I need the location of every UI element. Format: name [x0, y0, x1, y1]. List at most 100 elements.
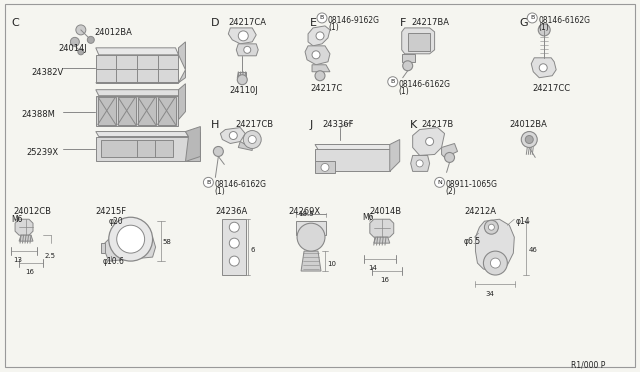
Text: 46: 46 — [528, 247, 537, 253]
Bar — [408, 33, 429, 51]
Circle shape — [527, 13, 537, 23]
Bar — [315, 161, 335, 173]
Text: 24236A: 24236A — [216, 207, 248, 216]
Polygon shape — [186, 126, 200, 161]
Polygon shape — [370, 219, 394, 237]
Text: (1): (1) — [328, 23, 339, 32]
Bar — [238, 72, 246, 77]
Polygon shape — [96, 132, 188, 137]
Circle shape — [435, 177, 445, 187]
Polygon shape — [476, 219, 515, 271]
Circle shape — [490, 258, 500, 268]
Bar — [118, 97, 136, 125]
Text: R1/000 P: R1/000 P — [571, 361, 605, 370]
Circle shape — [87, 36, 94, 44]
Polygon shape — [96, 70, 186, 83]
Text: 10: 10 — [327, 261, 336, 267]
Bar — [98, 97, 116, 125]
Text: 24217B: 24217B — [422, 119, 454, 129]
Bar — [296, 221, 326, 235]
Circle shape — [388, 77, 397, 87]
Text: φ14: φ14 — [515, 217, 530, 226]
Circle shape — [403, 61, 413, 71]
Circle shape — [317, 13, 327, 23]
Text: 25239X: 25239X — [26, 148, 58, 157]
Polygon shape — [312, 65, 330, 72]
Text: 24014J: 24014J — [58, 44, 86, 53]
Bar — [96, 137, 188, 161]
Text: 24382V: 24382V — [31, 68, 63, 77]
Text: 24217C: 24217C — [310, 84, 342, 93]
Polygon shape — [100, 243, 105, 253]
Polygon shape — [105, 237, 156, 261]
Polygon shape — [411, 155, 429, 171]
Text: E: E — [310, 18, 317, 28]
Circle shape — [416, 160, 423, 167]
Text: (1): (1) — [214, 187, 225, 196]
Polygon shape — [15, 219, 33, 235]
Polygon shape — [301, 251, 321, 271]
Circle shape — [243, 131, 261, 148]
Polygon shape — [402, 54, 415, 62]
Bar — [157, 97, 175, 125]
Text: 34: 34 — [485, 291, 494, 297]
Circle shape — [426, 138, 434, 145]
Polygon shape — [238, 141, 252, 150]
Circle shape — [238, 31, 248, 41]
Text: 24217BA: 24217BA — [412, 18, 450, 27]
Circle shape — [538, 24, 550, 36]
Circle shape — [483, 251, 508, 275]
Text: 08146-6162G: 08146-6162G — [538, 16, 590, 25]
Text: 6: 6 — [250, 247, 255, 253]
Circle shape — [445, 153, 454, 163]
Text: 2.5: 2.5 — [45, 253, 56, 259]
Text: B: B — [530, 15, 534, 20]
Polygon shape — [179, 42, 186, 70]
Text: 13: 13 — [13, 257, 22, 263]
Text: 08146-6162G: 08146-6162G — [214, 180, 266, 189]
Polygon shape — [96, 90, 182, 96]
Text: K: K — [410, 119, 417, 129]
Text: B: B — [206, 180, 211, 185]
Circle shape — [315, 71, 325, 81]
Bar — [315, 150, 390, 171]
Text: 16: 16 — [25, 269, 34, 275]
Bar — [96, 55, 179, 83]
Circle shape — [109, 217, 152, 261]
Text: φ10.6: φ10.6 — [103, 257, 125, 266]
Text: B: B — [390, 79, 395, 84]
Circle shape — [484, 220, 499, 234]
Circle shape — [297, 223, 325, 251]
Text: φ20: φ20 — [109, 217, 124, 226]
Text: G: G — [519, 18, 528, 28]
Text: 24336F: 24336F — [322, 119, 353, 129]
Polygon shape — [19, 235, 33, 241]
Circle shape — [522, 132, 537, 147]
Polygon shape — [220, 128, 245, 144]
Circle shape — [213, 147, 223, 157]
Polygon shape — [402, 28, 435, 54]
Circle shape — [312, 51, 320, 59]
Text: 08911-1065G: 08911-1065G — [445, 180, 497, 189]
Text: (1): (1) — [399, 87, 410, 96]
Text: 24012BA: 24012BA — [509, 119, 547, 129]
Circle shape — [488, 224, 494, 230]
Circle shape — [244, 46, 251, 53]
Circle shape — [78, 49, 84, 55]
Circle shape — [229, 238, 239, 248]
Text: M6: M6 — [11, 215, 22, 224]
Circle shape — [229, 222, 239, 232]
Text: 24012BA: 24012BA — [95, 28, 132, 37]
Bar — [138, 97, 156, 125]
Text: 24110J: 24110J — [229, 86, 258, 95]
Circle shape — [540, 64, 547, 72]
Text: 24217CC: 24217CC — [532, 84, 570, 93]
Circle shape — [237, 75, 247, 85]
Circle shape — [76, 25, 86, 35]
Text: 24388M: 24388M — [21, 110, 55, 119]
Text: 16: 16 — [380, 277, 388, 283]
Polygon shape — [96, 48, 179, 55]
Text: 58: 58 — [163, 239, 172, 245]
Bar — [222, 219, 246, 275]
Polygon shape — [315, 144, 393, 150]
